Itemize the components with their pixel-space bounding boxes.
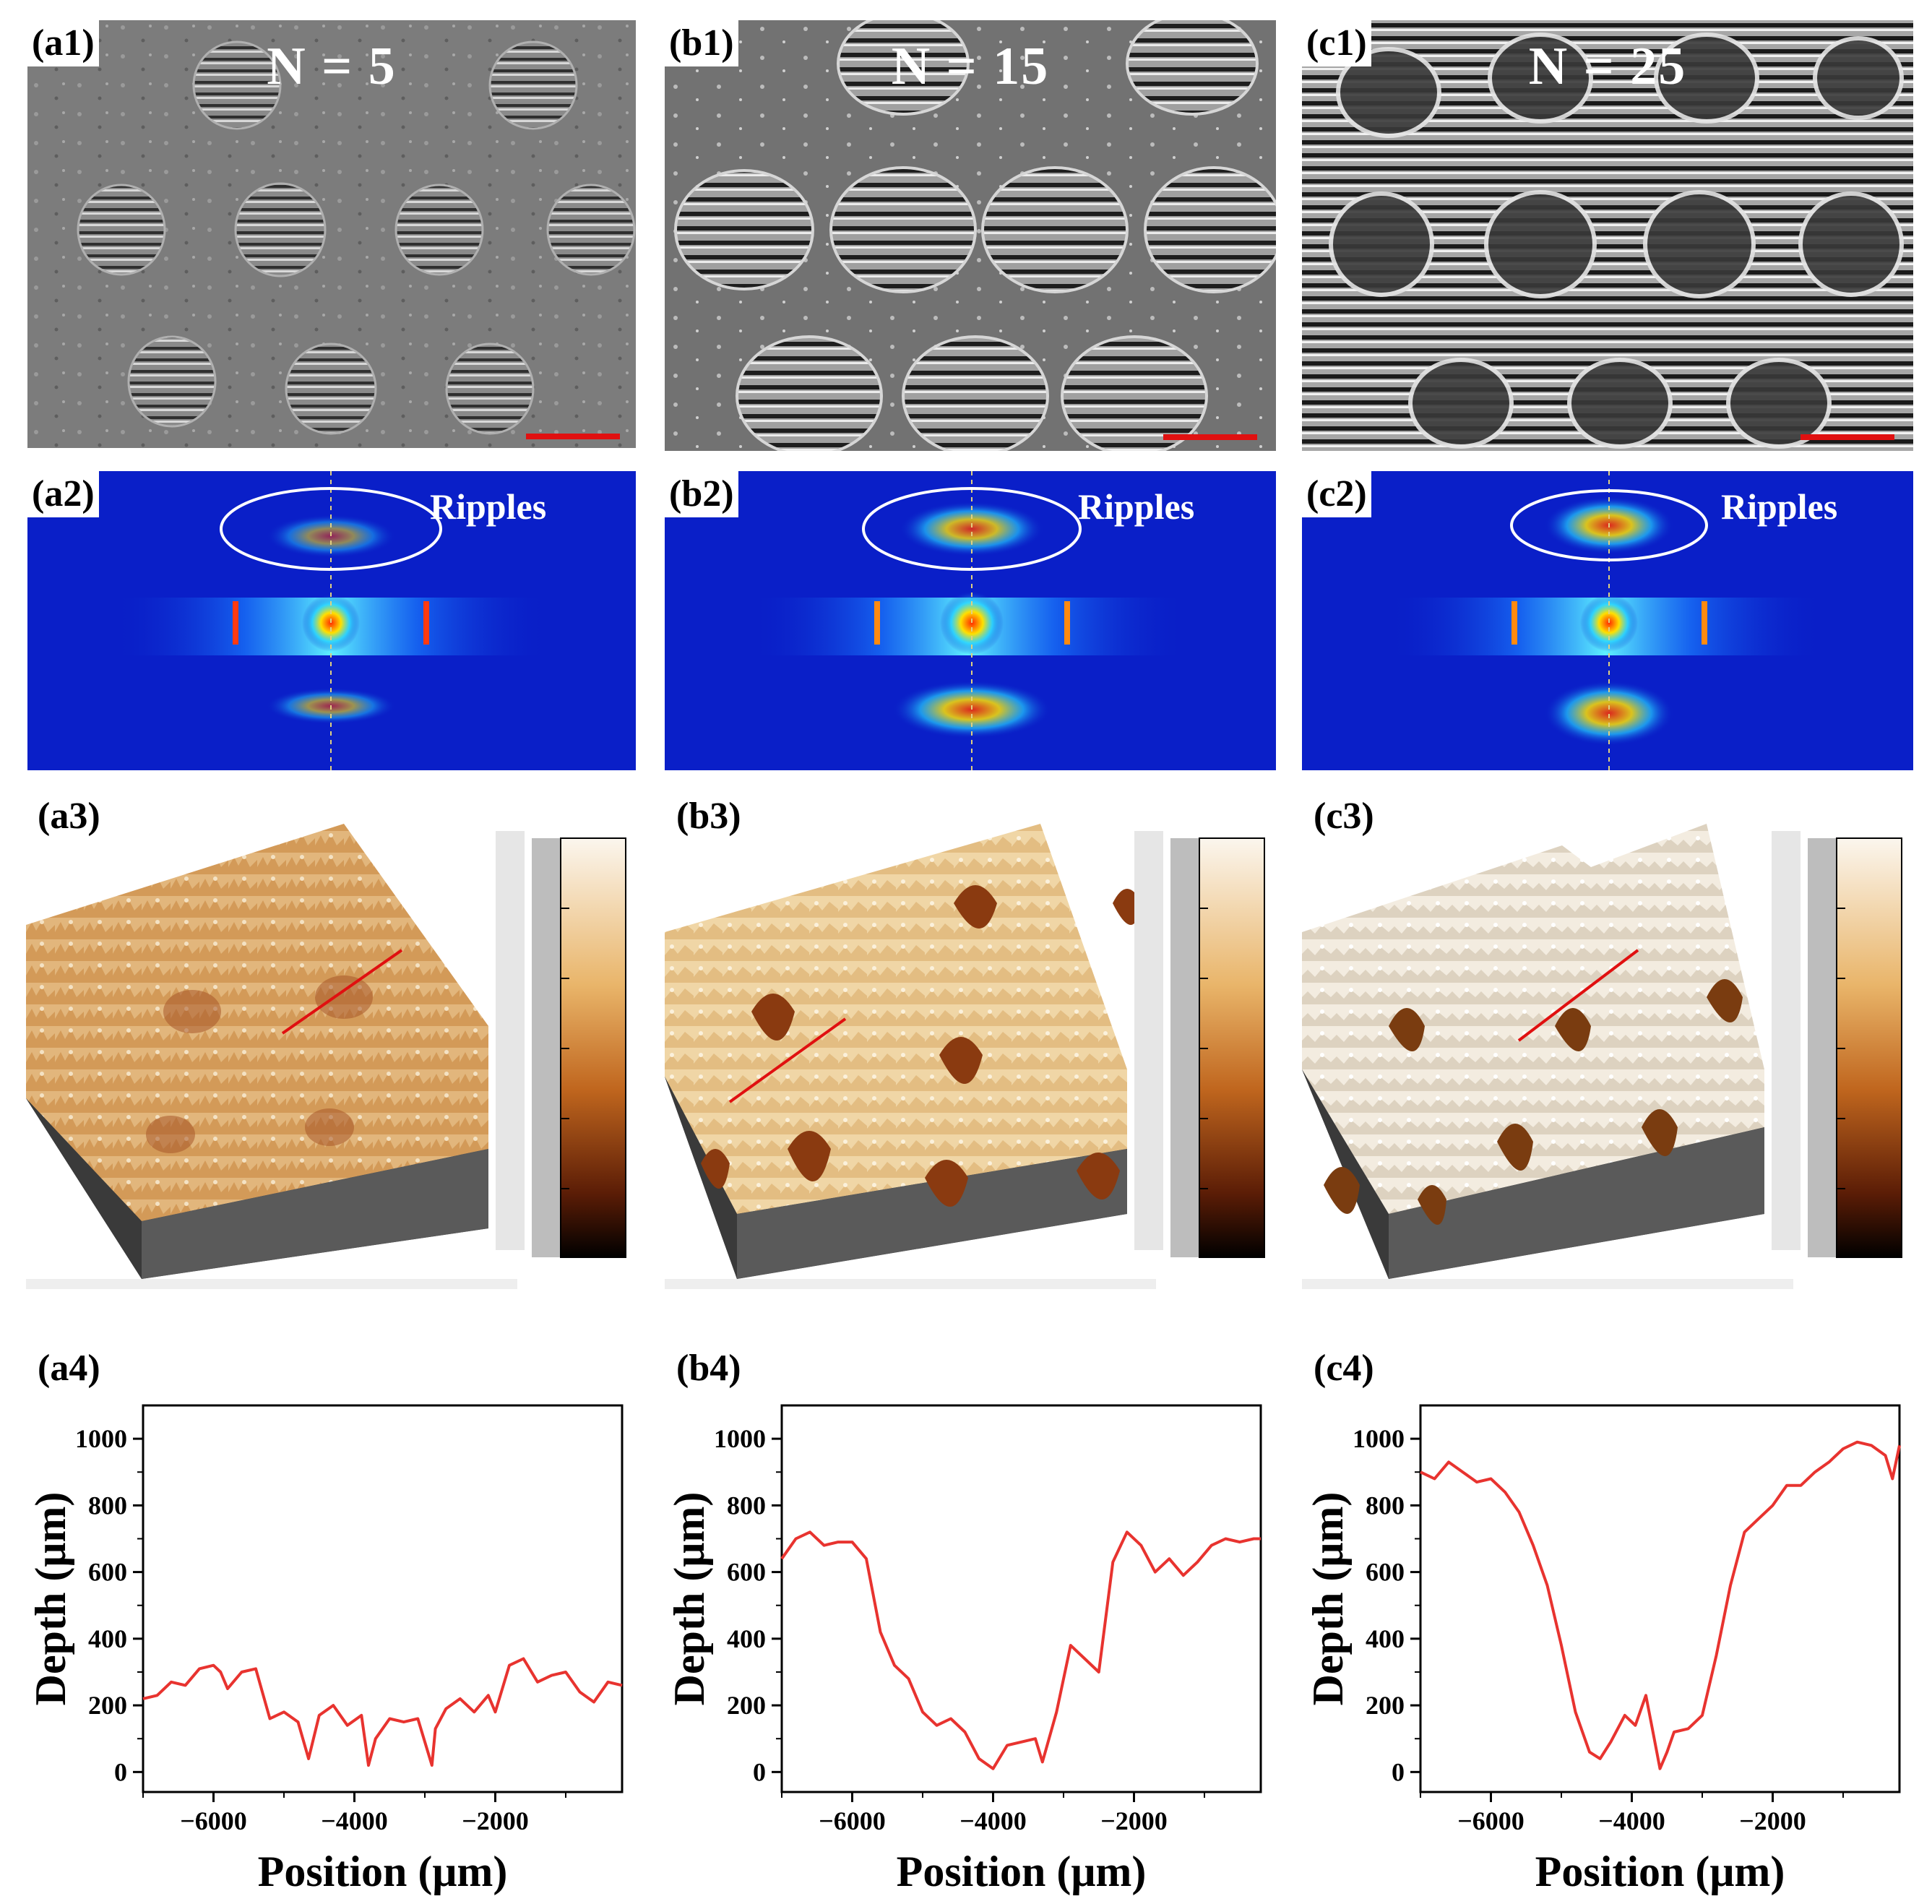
scale-bar-a xyxy=(526,434,620,439)
x-axis-label: Position (μm) xyxy=(258,1848,508,1895)
ripples-annotation-a: Ripples xyxy=(430,486,547,527)
x-axis-label: Position (μm) xyxy=(897,1848,1147,1895)
y-tick-label: 400 xyxy=(1366,1624,1405,1653)
sem-texture xyxy=(665,20,1276,451)
scale-bar-b xyxy=(1163,434,1257,440)
y-tick-label: 1000 xyxy=(75,1424,127,1453)
colorbar xyxy=(1199,837,1265,1258)
y-tick-label: 400 xyxy=(727,1624,766,1653)
y-tick-label: 200 xyxy=(1366,1691,1405,1720)
y-tick-label: 600 xyxy=(88,1558,127,1587)
y-tick-label: 1000 xyxy=(714,1424,766,1453)
colorbar xyxy=(1836,837,1902,1258)
x-tick-label: −6000 xyxy=(1457,1806,1525,1835)
afm-map-b3 xyxy=(665,809,1272,1293)
ripples-annotation-c: Ripples xyxy=(1721,486,1838,527)
panel-label-c4: (c4) xyxy=(1314,1348,1374,1389)
fft-spectrum xyxy=(114,471,548,770)
y-tick-label: 600 xyxy=(727,1558,766,1587)
y-tick-label: 0 xyxy=(114,1757,127,1786)
y-axis-label: Depth (μm) xyxy=(27,1492,74,1706)
y-tick-label: 800 xyxy=(727,1491,766,1520)
depth-series-line xyxy=(1420,1440,1901,1770)
ripples-annotation-b: Ripples xyxy=(1078,486,1195,527)
x-tick-label: −6000 xyxy=(819,1806,886,1835)
depth-series-line xyxy=(780,1530,1261,1770)
profile-line xyxy=(1517,949,1639,1042)
x-tick-label: −4000 xyxy=(1598,1806,1665,1835)
panel-label-c3: (c3) xyxy=(1314,796,1374,837)
plot-frame xyxy=(780,1404,1262,1793)
sem-image-a1: (a1) N = 5 xyxy=(27,20,636,448)
pulse-count-c: N = 25 xyxy=(1528,37,1687,96)
fft-image-c2: (c2) Ripples xyxy=(1302,471,1913,770)
x-tick-label: −4000 xyxy=(959,1806,1027,1835)
y-tick-label: 200 xyxy=(727,1691,766,1720)
y-tick-label: 800 xyxy=(1366,1491,1405,1520)
afm-surface xyxy=(665,824,1265,1289)
x-tick-label: −6000 xyxy=(180,1806,247,1835)
colorbar xyxy=(560,837,626,1258)
x-tick-label: −2000 xyxy=(462,1806,529,1835)
panel-label-b2: (b2) xyxy=(665,471,738,517)
panel-label-b3: (b3) xyxy=(676,796,741,837)
sem-texture xyxy=(27,20,636,448)
plot-frame xyxy=(1419,1404,1901,1793)
sem-texture xyxy=(1302,20,1913,451)
sem-image-c1: (c1) N = 25 xyxy=(1302,20,1913,451)
afm-surface xyxy=(1302,824,1902,1289)
y-tick-label: 800 xyxy=(88,1491,127,1520)
plot-frame xyxy=(142,1404,624,1793)
depth-profile-chart-c4: −6000 −4000 −2000 0 200 400 600 800 1000 Position… xyxy=(1304,1404,1901,1895)
panel-label-b4: (b4) xyxy=(676,1348,741,1389)
depth-profile-chart-b4: −6000 −4000 −2000 0 200 400 600 800 1000 Position… xyxy=(665,1404,1262,1895)
sem-image-b1: (b1) N = 15 xyxy=(665,20,1276,451)
scale-bar-c xyxy=(1801,434,1894,440)
y-tick-label: 600 xyxy=(1366,1558,1405,1587)
y-axis-label: Depth (μm) xyxy=(665,1492,713,1706)
pulse-count-b: N = 15 xyxy=(891,37,1050,96)
afm-map-c3 xyxy=(1302,809,1909,1293)
fft-image-a2: (a2) Ripples xyxy=(27,471,636,770)
panel-label-c2: (c2) xyxy=(1302,471,1371,517)
x-tick-label: −2000 xyxy=(1739,1806,1806,1835)
y-tick-label: 200 xyxy=(88,1691,127,1720)
x-tick-label: −4000 xyxy=(321,1806,388,1835)
x-tick-label: −2000 xyxy=(1100,1806,1168,1835)
profile-line xyxy=(728,1017,847,1103)
y-tick-label: 1000 xyxy=(1353,1424,1405,1453)
pulse-count-a: N = 5 xyxy=(267,37,397,96)
depth-series-line xyxy=(142,1657,623,1767)
panel-label-a2: (a2) xyxy=(27,471,99,517)
panel-label-b1: (b1) xyxy=(665,20,738,66)
fft-spectrum xyxy=(1389,471,1822,770)
panel-label-a1: (a1) xyxy=(27,20,99,66)
y-tick-label: 0 xyxy=(1392,1757,1405,1786)
panel-label-a4: (a4) xyxy=(38,1348,100,1389)
panel-label-c1: (c1) xyxy=(1302,20,1371,66)
afm-map-a3 xyxy=(26,809,633,1293)
depth-profile-chart-a4: −6000 −4000 −2000 0 200 400 600 800 1000 Position… xyxy=(27,1404,624,1895)
profile-line xyxy=(281,949,403,1035)
y-axis-label: Depth (μm) xyxy=(1304,1492,1352,1706)
fft-spectrum xyxy=(751,471,1185,770)
y-tick-label: 0 xyxy=(753,1757,766,1786)
panel-label-a3: (a3) xyxy=(38,796,100,837)
afm-surface xyxy=(26,824,626,1289)
x-axis-label: Position (μm) xyxy=(1535,1848,1785,1895)
y-tick-label: 400 xyxy=(88,1624,127,1653)
fft-image-b2: (b2) Ripples xyxy=(665,471,1276,770)
